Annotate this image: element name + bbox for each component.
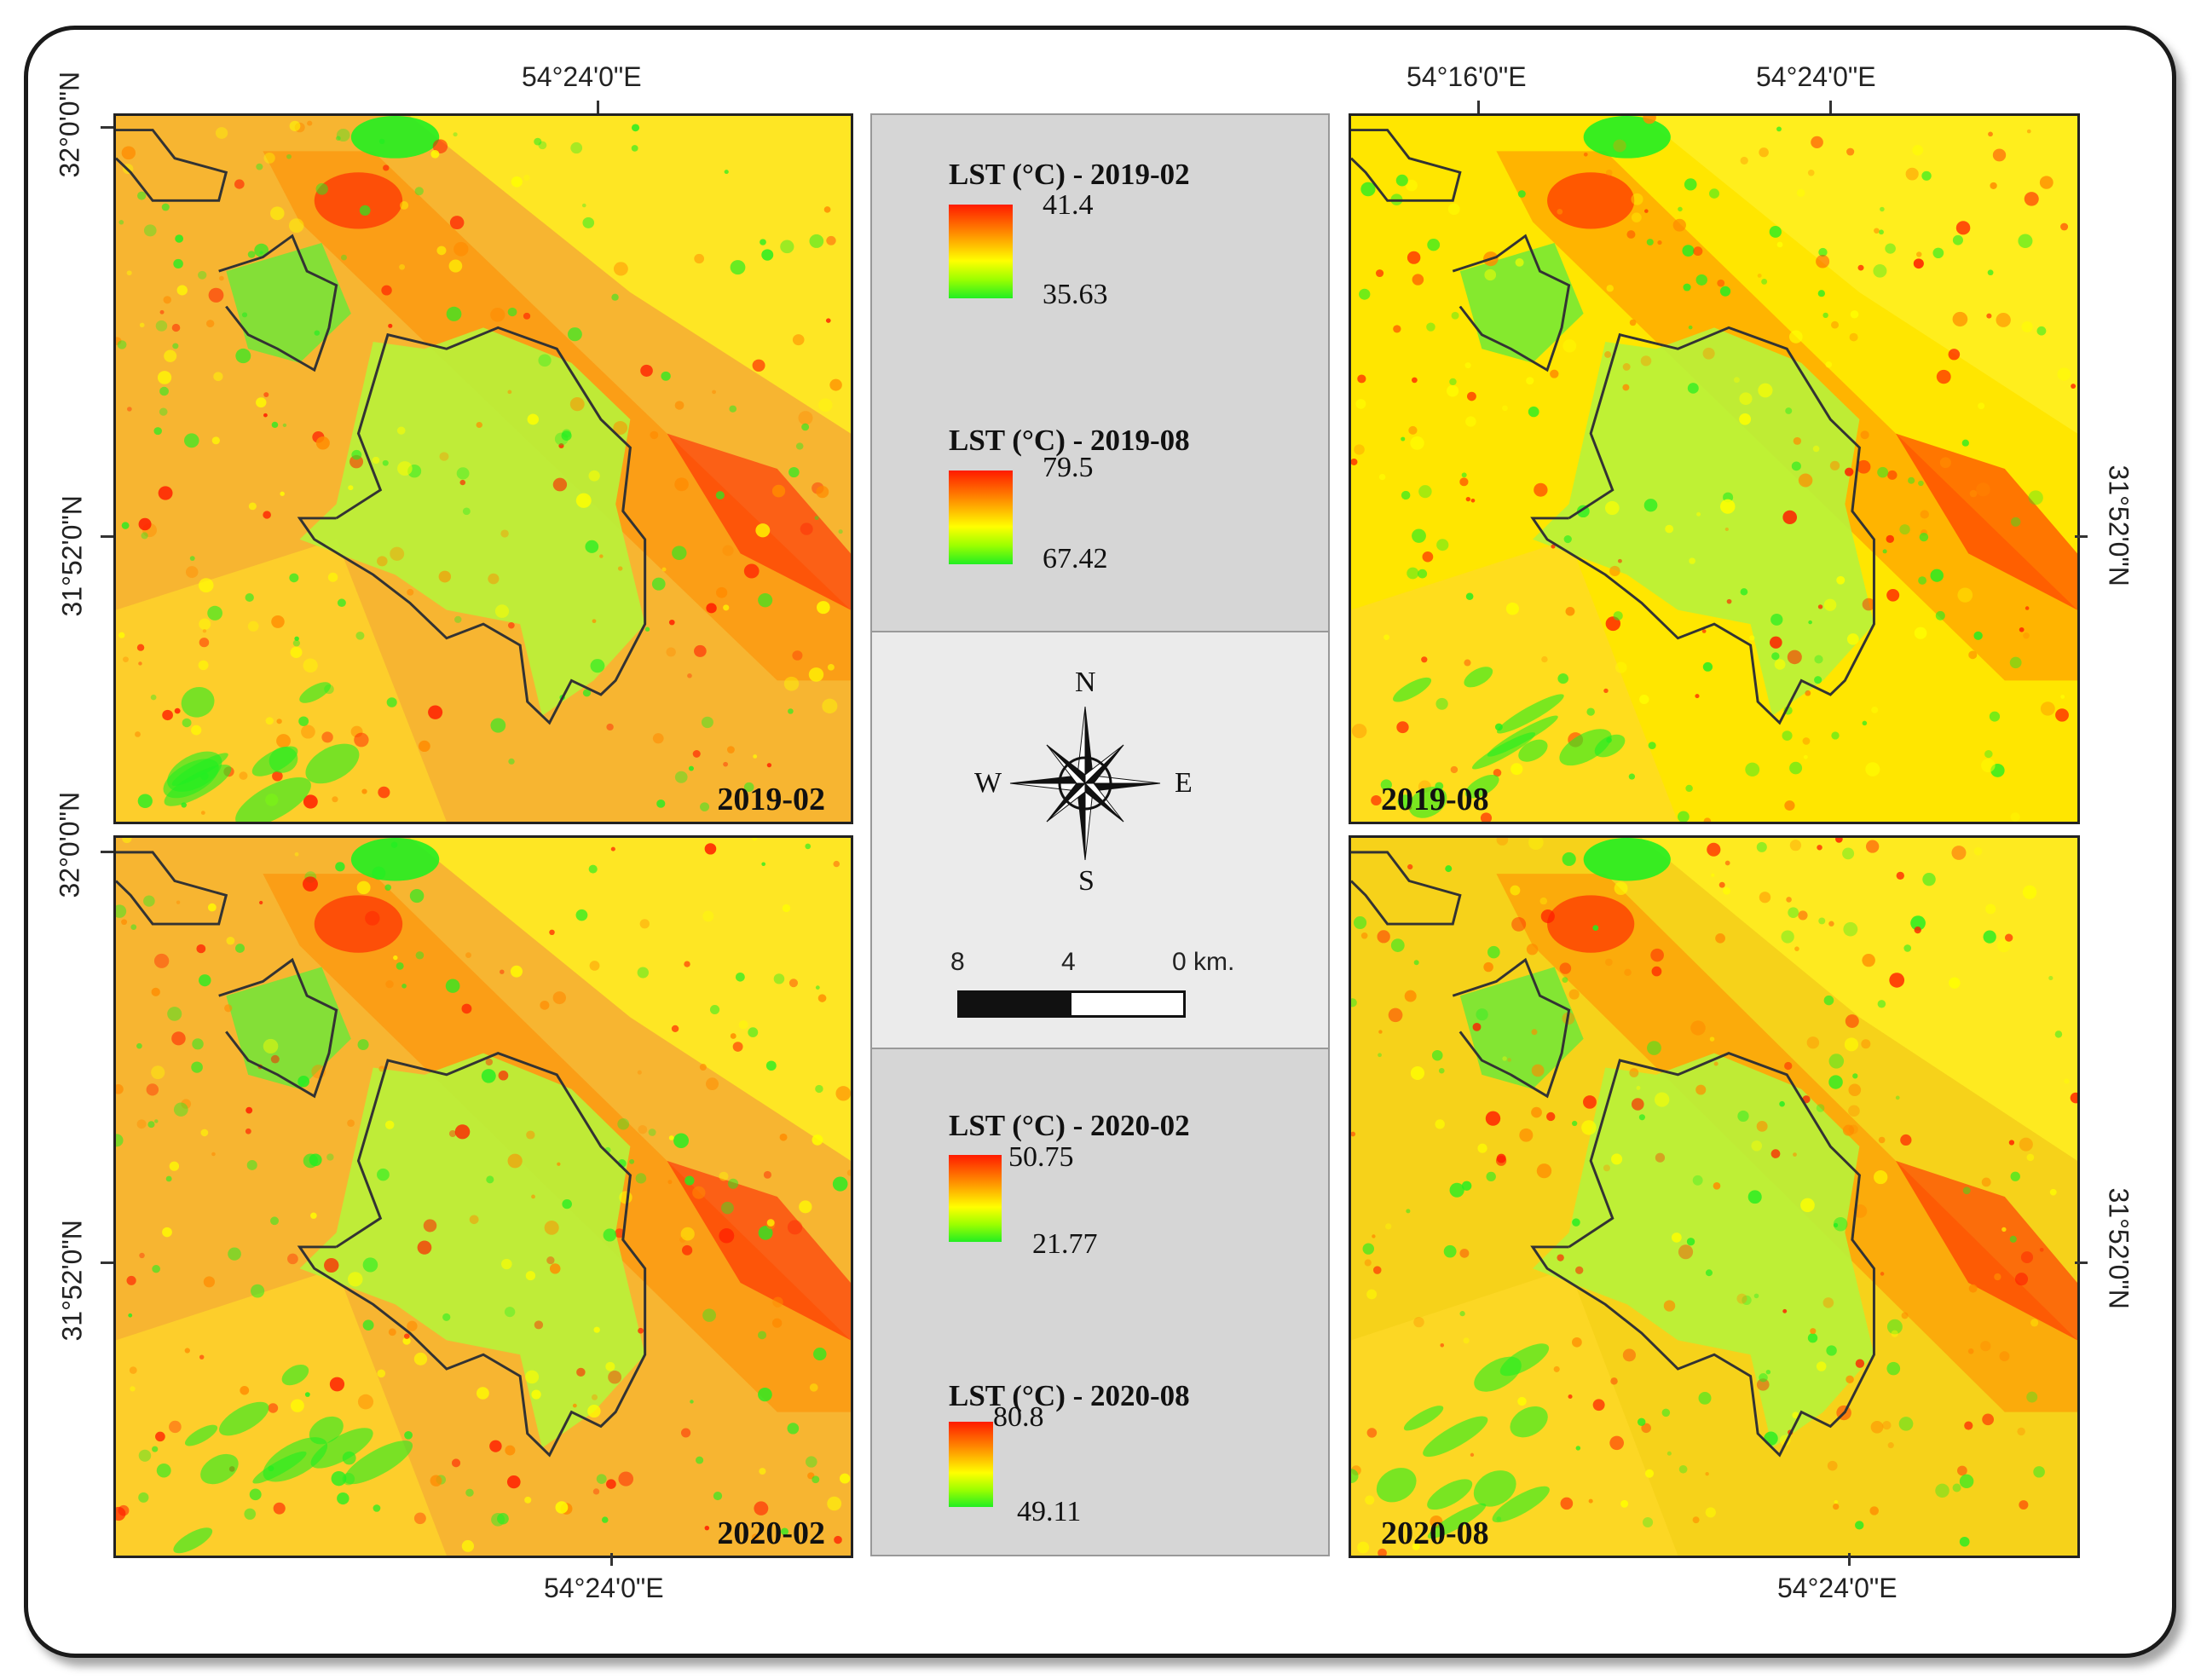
legend-title: LST (°C) - 2020-08 [949, 1379, 1190, 1412]
scale-label-right: 0 km. [1172, 948, 1235, 976]
compass-north-label: N [1075, 667, 1096, 698]
lat-label: 31°52'0"N [2103, 465, 2134, 586]
lst-raster [1351, 838, 2077, 1556]
legend-title: LST (°C) - 2020-02 [949, 1109, 1190, 1142]
panel-label: 2020-08 [1381, 1515, 1489, 1551]
lat-label: 32°0'0"N [54, 791, 85, 898]
legend-title: LST (°C) - 2019-08 [949, 424, 1190, 457]
legend-box-2019: LST (°C) - 2019-02 41.4 35.63 LST (°C) -… [870, 113, 1330, 632]
tick [610, 1553, 613, 1566]
panel-label: 2019-08 [1381, 782, 1489, 817]
tick [1848, 1553, 1851, 1566]
map-panel-2020-08: 2020-08 [1349, 835, 2080, 1558]
tick [597, 101, 599, 113]
legend-min: 35.63 [1043, 279, 1108, 310]
tick [2075, 535, 2088, 538]
map-panel-2019-02: 2019-02 [113, 113, 853, 824]
lon-label: 54°24'0"E [522, 61, 642, 92]
legend-max: 80.8 [993, 1401, 1044, 1433]
lat-label: 31°52'0"N [56, 495, 88, 617]
lat-label: 32°0'0"N [54, 71, 85, 178]
scale-label-left: 8 [950, 948, 965, 976]
lat-label: 31°52'0"N [56, 1220, 88, 1342]
lon-label: 54°24'0"E [1756, 61, 1876, 92]
legend-max: 79.5 [1043, 452, 1094, 483]
tick [2075, 1261, 2088, 1264]
legend-max: 50.75 [1008, 1141, 1074, 1173]
tick [101, 851, 113, 853]
tick [1829, 101, 1832, 113]
lon-label: 54°24'0"E [544, 1573, 664, 1603]
tick [101, 535, 113, 538]
tick [101, 1261, 113, 1264]
lat-label: 31°52'0"N [2103, 1187, 2134, 1309]
map-panel-2019-08: 2019-08 [1349, 113, 2080, 824]
map-panel-2020-02: 2020-02 [113, 835, 853, 1558]
color-ramp [949, 1422, 993, 1507]
lst-raster [1351, 116, 2077, 822]
legend-title: LST (°C) - 2019-02 [949, 158, 1190, 191]
legend-min: 21.77 [1032, 1228, 1098, 1260]
color-ramp [949, 1155, 1002, 1242]
lst-raster [116, 838, 851, 1556]
tick [101, 126, 113, 129]
compass-south-label: S [1078, 865, 1095, 897]
lon-label: 54°24'0"E [1777, 1573, 1898, 1603]
panel-label: 2019-02 [717, 782, 825, 817]
panel-label: 2020-02 [717, 1515, 825, 1551]
compass-rose-icon [1009, 706, 1161, 861]
legend-min: 67.42 [1043, 543, 1108, 574]
compass-east-label: E [1175, 767, 1193, 799]
lst-raster [116, 116, 851, 822]
color-ramp [949, 471, 1013, 564]
legend-max: 41.4 [1043, 189, 1094, 221]
lon-label: 54°16'0"E [1407, 61, 1527, 92]
scale-label-mid: 4 [1061, 948, 1076, 976]
legend-min: 49.11 [1017, 1496, 1082, 1527]
compass-west-label: W [974, 767, 1002, 799]
color-ramp [949, 205, 1013, 298]
legend-box-2020: LST (°C) - 2020-02 50.75 21.77 LST (°C) … [870, 1048, 1330, 1556]
tick [1477, 101, 1480, 113]
compass-scale-box: N S W E 8 4 0 km. [870, 631, 1330, 1049]
scale-bar [957, 990, 1186, 1018]
scale-bar-black-segment [960, 993, 1072, 1015]
